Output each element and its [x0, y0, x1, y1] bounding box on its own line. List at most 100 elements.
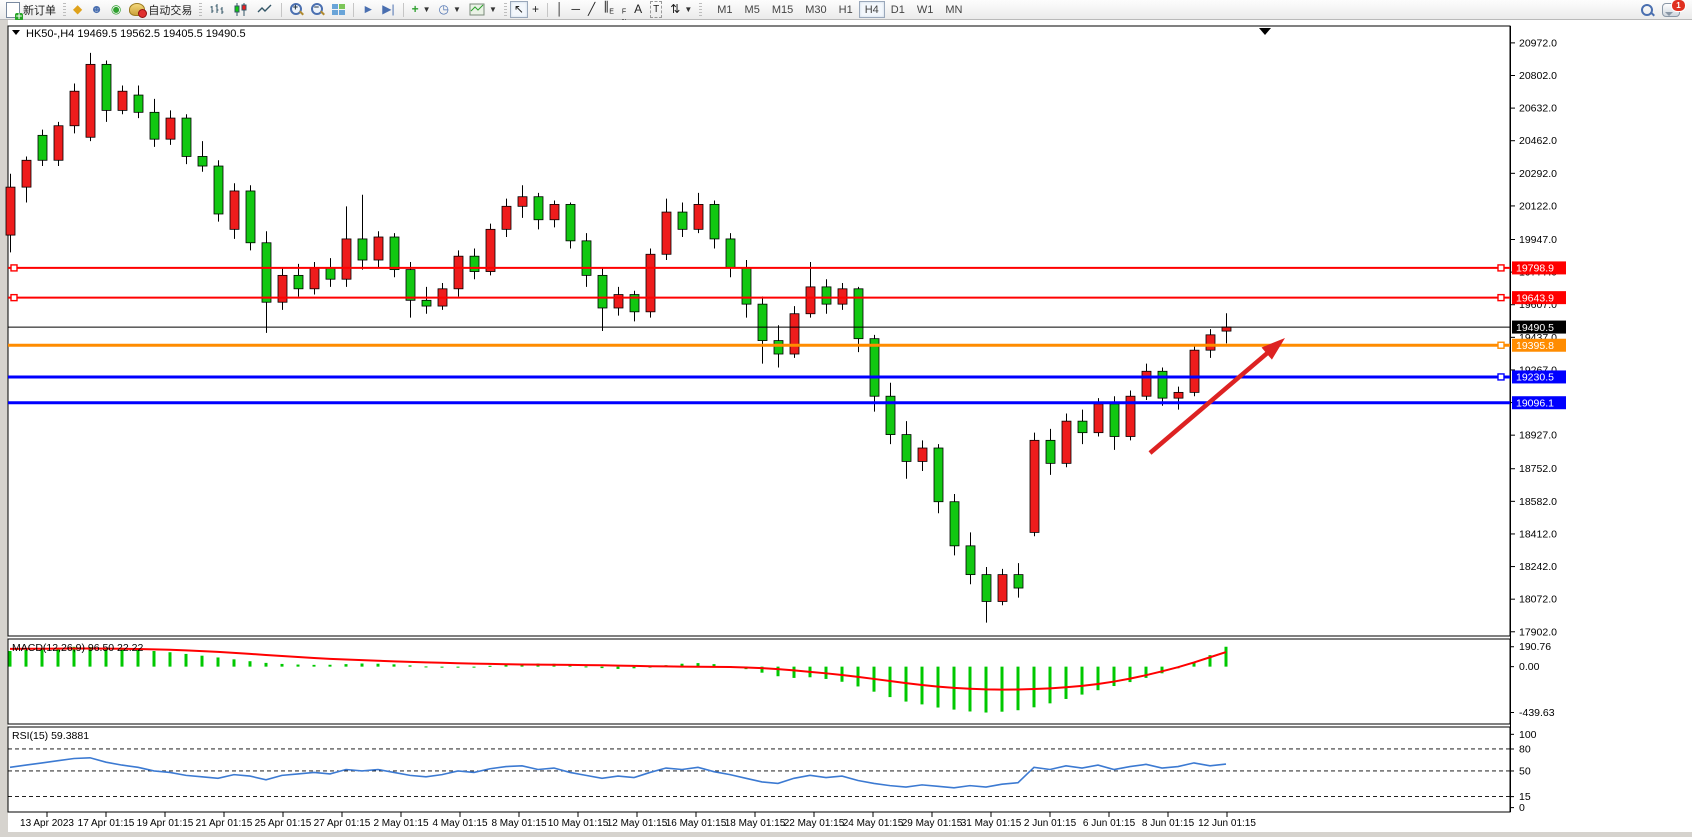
templates-button[interactable]: ▼	[465, 1, 501, 18]
timeframe-D1[interactable]: D1	[885, 1, 911, 18]
crosshair-icon: +	[531, 2, 539, 16]
chart-canvas[interactable]: 20972.0 20802.0 20632.0 20462.0 20292.0 20122…	[0, 20, 1692, 837]
trend-arrow-head[interactable]	[1261, 338, 1285, 360]
zoom-in-button[interactable]: +	[286, 1, 307, 18]
search-icon	[1640, 3, 1655, 17]
candle-body	[629, 294, 640, 313]
cursor-button[interactable]: ↖	[509, 1, 528, 18]
candle-body	[101, 63, 112, 111]
candle-body	[85, 63, 96, 138]
candle-body	[421, 299, 432, 307]
macd-histogram-bar	[184, 653, 188, 667]
bar-chart-button[interactable]	[205, 1, 229, 18]
candle-body	[37, 134, 48, 161]
window-frame-bottom	[0, 832, 1692, 837]
time-axis-label: 12 Jun 01:15	[1198, 818, 1256, 829]
price-axis-label: 20802.0	[1519, 70, 1557, 82]
toolbar-grip	[503, 2, 507, 17]
text-button[interactable]: A	[630, 1, 646, 18]
new-order-label: 新订单	[23, 3, 56, 17]
macd-pane-label: MACD(12,26,9) 96.50 22.22	[12, 642, 143, 654]
indicators-button[interactable]: + ▼	[408, 1, 435, 18]
timeframe-M1[interactable]: M1	[711, 1, 738, 18]
candle-body	[581, 240, 592, 276]
auto-scroll-button[interactable]: ►	[358, 1, 378, 18]
level-handle[interactable]	[10, 293, 18, 302]
timeframe-M30[interactable]: M30	[799, 1, 832, 18]
timeframe-M5[interactable]: M5	[739, 1, 766, 18]
macd-histogram-bar	[168, 652, 172, 667]
timeframe-buttons: M1 M5 M15 M30 H1 H4 D1 W1 MN	[711, 1, 968, 18]
chart-shift-icon: ▶|	[382, 2, 395, 16]
macd-histogram-bar	[1032, 666, 1036, 708]
candle-body	[53, 125, 64, 161]
macd-pane[interactable]	[7, 638, 1511, 725]
level-handle[interactable]	[1497, 293, 1505, 302]
candle-body	[741, 267, 752, 305]
signals-button[interactable]: ◉	[107, 1, 125, 18]
crosshair-button[interactable]: +	[528, 1, 543, 18]
timeframe-H1[interactable]: H1	[833, 1, 859, 18]
macd-histogram-bar	[248, 661, 252, 667]
rsi-pane-label: RSI(15) 59.3881	[12, 730, 89, 742]
vertical-line-button[interactable]: │	[552, 1, 568, 18]
rsi-axis-label: 15	[1519, 791, 1531, 803]
periods-button[interactable]: ◷ ▼	[435, 1, 465, 18]
toolbar-separator	[402, 2, 404, 17]
candle-body	[357, 238, 368, 261]
trend-arrow-annotation[interactable]	[1148, 347, 1273, 455]
time-axis-label: 29 May 01:15	[902, 818, 963, 829]
candle-body	[933, 447, 944, 503]
candle-body	[789, 313, 800, 355]
arrows-button[interactable]: ⇅ ▼	[666, 1, 696, 18]
candle-body	[133, 94, 144, 113]
time-axis-label: 16 May 01:15	[666, 818, 727, 829]
tile-windows-button[interactable]	[328, 1, 349, 18]
candle-body	[693, 203, 704, 230]
candle-body	[1045, 439, 1056, 464]
rsi-axis-label: 0	[1519, 802, 1525, 814]
timeframe-W1[interactable]: W1	[911, 1, 940, 18]
candle-body	[613, 294, 624, 309]
level-handle[interactable]	[1497, 373, 1505, 381]
line-chart-button[interactable]	[253, 1, 277, 18]
candle-body	[1013, 574, 1024, 589]
timeframe-H4[interactable]: H4	[858, 1, 885, 18]
community-button[interactable]: ☻	[86, 1, 107, 18]
metaeditor-button[interactable]: ◆	[69, 1, 86, 18]
candle-body	[709, 203, 720, 240]
macd-histogram-bar	[1016, 666, 1020, 711]
candle-body	[309, 267, 320, 290]
toolbar-separator	[353, 2, 355, 17]
new-order-button[interactable]: + 新订单	[2, 1, 60, 21]
zoom-out-button[interactable]: −	[307, 1, 328, 18]
macd-histogram-bar	[1096, 666, 1100, 691]
symbol-dropdown-icon[interactable]	[12, 30, 20, 35]
rsi-pane[interactable]	[7, 726, 1511, 813]
chart-shift-button[interactable]: ▶|	[378, 1, 398, 18]
horizontal-line-button[interactable]: ─	[567, 1, 584, 18]
candle-body	[1077, 420, 1088, 434]
candlestick-chart-button[interactable]	[229, 1, 253, 18]
level-handle[interactable]	[10, 264, 18, 272]
timeframe-M15[interactable]: M15	[766, 1, 799, 18]
autotrading-button[interactable]: 自动交易	[125, 1, 196, 18]
price-axis-label: 18072.0	[1519, 594, 1557, 606]
macd-histogram-bar	[472, 666, 476, 668]
level-handle[interactable]	[1497, 264, 1505, 272]
timeframe-MN[interactable]: MN	[939, 1, 968, 18]
time-axis-label: 19 Apr 01:15	[137, 818, 194, 829]
search-button[interactable]	[1636, 1, 1658, 18]
equidistant-channel-button[interactable]: ∥E	[599, 0, 618, 18]
notifications-button[interactable]: 1	[1658, 0, 1690, 18]
macd-histogram-bar	[760, 666, 764, 673]
level-handle[interactable]	[1497, 341, 1505, 349]
text-label-button[interactable]: T	[646, 1, 666, 18]
candle-body	[1157, 370, 1168, 399]
fibonacci-button[interactable]: F	[618, 1, 630, 21]
trendline-button[interactable]: ╱	[584, 1, 599, 18]
chart-shift-marker[interactable]	[1259, 28, 1271, 35]
line-chart-icon	[257, 4, 272, 13]
candle-body	[885, 395, 896, 435]
candle-body	[501, 205, 512, 230]
